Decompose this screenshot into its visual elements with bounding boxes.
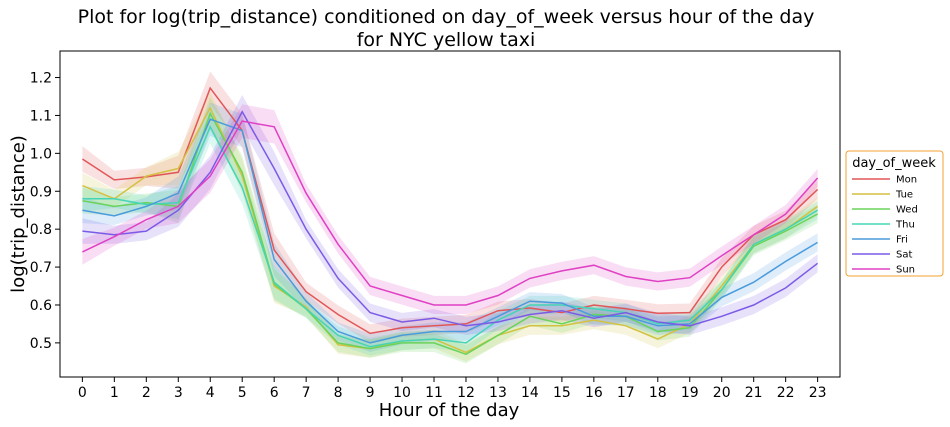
x-tick-label: 6	[270, 385, 279, 401]
y-tick-label: 0.6	[30, 298, 52, 314]
x-tick-label: 17	[617, 385, 635, 401]
x-tick-label: 12	[457, 385, 475, 401]
x-tick-label: 10	[393, 385, 411, 401]
x-tick-label: 22	[777, 385, 795, 401]
x-tick-label: 13	[489, 385, 507, 401]
y-tick-label: 0.9	[30, 184, 52, 200]
x-tick-label: 2	[142, 385, 151, 401]
chart-title-line1: Plot for log(trip_distance) conditioned …	[78, 6, 815, 28]
legend-label-wed: Wed	[896, 205, 918, 216]
line-fri	[82, 118, 818, 344]
x-tick-label: 15	[553, 385, 571, 401]
x-tick-label: 16	[585, 385, 603, 401]
line-tue	[82, 106, 819, 354]
x-tick-label: 20	[713, 385, 731, 401]
x-tick-label: 4	[206, 385, 215, 401]
y-tick-label: 0.8	[30, 222, 52, 238]
x-tick-label: 9	[366, 385, 375, 401]
x-tick-label: 7	[302, 385, 311, 401]
legend-label-sat: Sat	[896, 250, 912, 261]
confidence-bands	[82, 71, 818, 364]
line-wed	[82, 111, 818, 356]
legend: day_of_week Mon Tue Wed Thu Fri Sat Sun	[845, 150, 944, 277]
x-tick-label: 23	[809, 385, 827, 401]
x-tick-label: 3	[174, 385, 183, 401]
line-sat	[82, 110, 819, 327]
x-tick-label: 0	[78, 385, 87, 401]
y-axis-ticks: 0.5 0.6 0.7 0.8 0.9 1.0 1.1 1.2	[30, 71, 60, 352]
y-axis-label: log(trip_distance)	[8, 135, 29, 293]
legend-label-tue: Tue	[895, 190, 913, 201]
y-tick-label: 1.0	[30, 146, 52, 162]
x-tick-label: 1	[110, 385, 119, 401]
x-tick-label: 11	[425, 385, 443, 401]
x-tick-label: 21	[745, 385, 763, 401]
x-tick-label: 8	[334, 385, 343, 401]
line-sun	[82, 120, 819, 306]
legend-label-fri: Fri	[896, 235, 908, 246]
x-tick-label: 18	[649, 385, 667, 401]
series-lines	[81, 86, 819, 356]
legend-label-mon: Mon	[896, 175, 917, 186]
plot-area-frame	[59, 50, 841, 378]
legend-title: day_of_week	[852, 156, 936, 171]
y-tick-label: 0.7	[30, 260, 52, 276]
x-tick-label: 14	[521, 385, 539, 401]
chart-title-line2: for NYC yellow taxi	[357, 29, 536, 51]
y-tick-label: 0.5	[30, 336, 52, 352]
x-axis-ticks: 0 1 2 3 4 5 6 7 8 9 10 11 12 13 14 15 16 17 18 19 20 21 22 23	[78, 377, 827, 401]
legend-label-thu: Thu	[895, 220, 915, 231]
y-tick-label: 1.1	[30, 108, 52, 124]
y-tick-label: 1.2	[30, 71, 52, 87]
legend-box	[845, 150, 944, 277]
legend-label-sun: Sun	[896, 265, 915, 276]
line-thu	[82, 125, 818, 348]
line-mon	[81, 86, 819, 335]
x-axis-label: Hour of the day	[379, 400, 520, 421]
x-tick-label: 19	[681, 385, 699, 401]
x-tick-label: 5	[238, 385, 247, 401]
